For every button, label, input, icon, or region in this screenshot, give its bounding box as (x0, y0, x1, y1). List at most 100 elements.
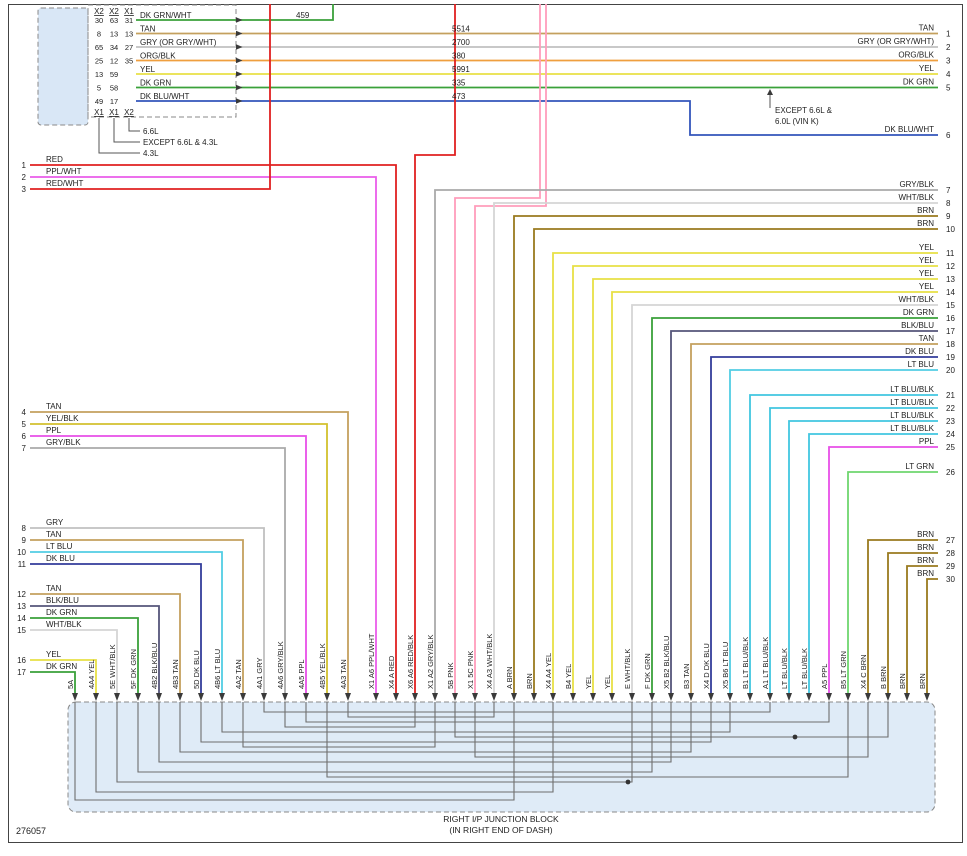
diagram-label: X2 (109, 7, 119, 16)
pin-down-arrow-icon (198, 693, 204, 701)
wire-right-28-brn (887, 552, 938, 693)
diagram-label: 65 (95, 43, 103, 52)
diagram-label: DK GRN/WHT (140, 11, 192, 20)
diagram-label: 9 (946, 212, 951, 221)
diagram-label: DK BLU/WHT (885, 125, 934, 134)
diagram-label: 6.6L (143, 127, 159, 136)
wire-right-15-wht-blk (631, 304, 938, 693)
pin-down-arrow-icon (649, 693, 655, 701)
pin-down-arrow-icon (491, 693, 497, 701)
wire-right-20-lt-blu (729, 369, 938, 693)
pin-down-arrow-icon (324, 693, 330, 701)
pin-label: LT BLU/BLK (800, 648, 809, 689)
diagram-label: 16 (17, 656, 26, 665)
diagram-label: 9 (22, 536, 27, 545)
pin-down-arrow-icon (786, 693, 792, 701)
pin-down-arrow-icon (767, 693, 773, 701)
diagram-label: 6.0L (VIN K) (775, 117, 819, 126)
pin-label: X4 A3 WHT/BLK (485, 634, 494, 689)
up-arrow-icon (767, 89, 773, 95)
diagram-label: 34 (110, 43, 118, 52)
pin-label: B1 LT BLU/BLK (741, 637, 750, 689)
diagram-label: RED/WHT (46, 179, 83, 188)
diagram-label: 4 (946, 70, 951, 79)
diagram-label: GRY/BLK (46, 438, 81, 447)
diagram-label: DK BLU/WHT (140, 92, 189, 101)
diagram-label: 3 (22, 185, 27, 194)
diagram-label: RED (46, 155, 63, 164)
pin-label: 4A5 PPL (297, 659, 306, 689)
pin-label: X6 A6 RED/BLK (406, 635, 415, 689)
pin-down-arrow-icon (303, 693, 309, 701)
diagram-label: DK GRN (46, 662, 77, 671)
pin-label: BRN (525, 673, 534, 689)
junction-bus-segment (454, 702, 889, 738)
pin-label: 4A2 TAN (234, 659, 243, 689)
diagram-label: 459 (296, 11, 310, 20)
pin-down-arrow-icon (904, 693, 910, 701)
diagram-label: DK BLU (905, 347, 934, 356)
wire-left-11-dk-blu (30, 563, 202, 693)
diagram-label: DK GRN (140, 79, 171, 88)
wire-left-3-red-wht (30, 4, 271, 190)
pin-label: 4B2 BLK/BLU (150, 643, 159, 689)
diagram-label: 16 (946, 314, 955, 323)
callout-line (113, 118, 140, 143)
pin-down-arrow-icon (72, 693, 78, 701)
wire-right-21-lt-blu-blk (749, 394, 938, 693)
diagram-label: GRY (46, 518, 64, 527)
wire-right-26-lt-grn (847, 471, 938, 693)
diagram-label: DK BLU (46, 554, 75, 563)
diagram-label: YEL (919, 282, 935, 291)
diagram-label: 11 (946, 249, 955, 258)
pin-down-arrow-icon (412, 693, 418, 701)
right-arrow-icon (236, 17, 243, 23)
right-arrow-icon (236, 30, 243, 37)
pin-label: 5D DK BLU (192, 650, 201, 689)
pin-label: 4A1 GRY (255, 657, 264, 689)
wire-mid-red-blk (414, 4, 456, 693)
pin-down-arrow-icon (219, 693, 225, 701)
junction-block-label-line2: (IN RIGHT END OF DASH) (449, 825, 552, 835)
diagram-label: 2 (946, 43, 951, 52)
diagram-label: 8 (97, 30, 101, 39)
pin-down-arrow-icon (511, 693, 517, 701)
diagram-label: YEL/BLK (46, 414, 79, 423)
pin-label: X4 A4 YEL (544, 653, 553, 689)
diagram-label: 28 (946, 549, 955, 558)
junction-bus-segment (347, 702, 495, 718)
pin-label: 4A4 YEL (87, 660, 96, 689)
diagram-label: EXCEPT 6.6L & 4.3L (143, 138, 218, 147)
pin-down-arrow-icon (609, 693, 615, 701)
pin-down-arrow-icon (845, 693, 851, 701)
diagram-label: YEL (46, 650, 62, 659)
diagram-label: ORG/BLK (898, 51, 934, 60)
wire-right-12-yel (572, 265, 938, 693)
diagram-label: 380 (452, 52, 466, 61)
diagram-label: BRN (917, 530, 934, 539)
wire-left-14-dk-grn (30, 617, 139, 693)
pin-label: X1 A2 GRY/BLK (426, 635, 435, 689)
diagram-label: 25 (95, 57, 103, 66)
wire-right-25-ppl (828, 446, 938, 693)
wire-left-16-yel (30, 659, 97, 693)
diagram-label: 5 (946, 84, 951, 93)
diagram-label: 25 (946, 443, 955, 452)
diagram-label: 5 (22, 420, 27, 429)
pin-down-arrow-icon (373, 693, 379, 701)
pin-down-arrow-icon (826, 693, 832, 701)
junction-bus-segment (326, 702, 849, 778)
right-arrow-icon (236, 57, 243, 64)
wire-right-13-yel (592, 278, 938, 693)
pin-down-arrow-icon (114, 693, 120, 701)
diagram-label: 35 (125, 57, 133, 66)
wire-left-9-tan (30, 539, 244, 693)
diagram-label: 5514 (452, 25, 470, 34)
wire-right-30-brn (926, 578, 938, 693)
diagram-label: 30 (95, 16, 103, 25)
pin-label: X4 A RED (387, 655, 396, 689)
diagram-label: 24 (946, 430, 955, 439)
pin-label: YEL (603, 675, 612, 689)
pin-down-arrow-icon (747, 693, 753, 701)
diagram-label: 7 (22, 444, 27, 453)
